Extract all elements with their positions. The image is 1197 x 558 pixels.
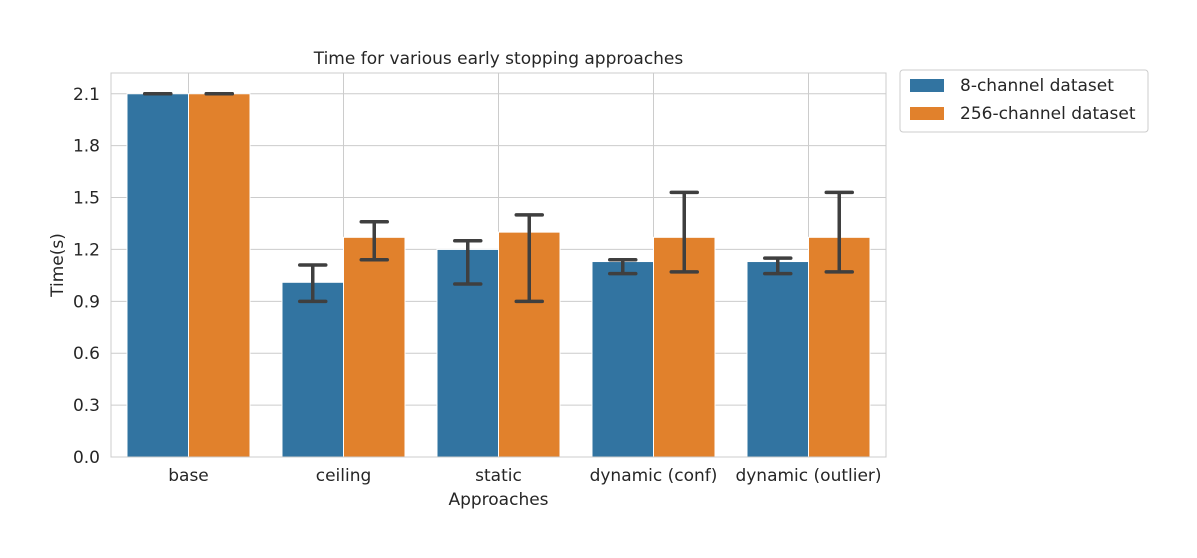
error-bar <box>298 263 328 304</box>
error-bar <box>824 190 854 274</box>
y-axis-title: Time(s) <box>48 233 68 298</box>
y-tick-labels: 0.0 0.3 0.6 0.9 1.2 1.5 1.8 2.1 <box>73 85 100 468</box>
y-tick-label: 0.0 <box>73 448 100 468</box>
legend-swatch-8-channel <box>910 79 944 92</box>
error-bar <box>669 190 699 274</box>
y-tick-label: 2.1 <box>73 85 100 105</box>
bar-256-channel <box>808 236 871 458</box>
bar-256-channel <box>653 236 716 458</box>
y-tick-label: 0.6 <box>73 344 100 364</box>
legend-box <box>899 69 1149 133</box>
x-tick-label: base <box>168 466 209 486</box>
bar-256-channel <box>188 93 251 458</box>
bar-8-channel <box>746 261 809 458</box>
x-tick-labels: base ceiling static dynamic (conf) dynamic (… <box>168 466 881 486</box>
plot-frame <box>110 72 887 458</box>
x-tick-label: static <box>475 466 522 486</box>
error-bar <box>359 220 389 262</box>
y-tick-label: 1.2 <box>73 240 100 260</box>
bar-8-channel <box>591 261 654 458</box>
y-tick-label: 0.9 <box>73 292 100 312</box>
x-tick-label: ceiling <box>316 466 372 486</box>
error-bar <box>514 213 544 304</box>
legend-label-256-channel: 256-channel dataset <box>960 104 1136 124</box>
error-bars <box>143 92 854 304</box>
x-tick-label: dynamic (outlier) <box>735 466 881 486</box>
y-tick-label: 1.8 <box>73 137 100 157</box>
chart-title: Time for various early stopping approach… <box>313 49 684 69</box>
x-axis-title: Approaches <box>448 490 548 510</box>
legend-swatch-256-channel <box>910 107 944 120</box>
y-tick-label: 1.5 <box>73 189 100 209</box>
legend: 8-channel dataset 256-channel dataset <box>899 69 1149 133</box>
bar-8-channel <box>281 281 344 458</box>
bar-256-channel <box>343 236 406 458</box>
y-tick-label: 0.3 <box>73 396 100 416</box>
error-bar <box>608 258 638 276</box>
x-tick-label: dynamic (conf) <box>590 466 718 486</box>
legend-label-8-channel: 8-channel dataset <box>960 76 1114 96</box>
error-bar <box>763 256 793 276</box>
bar-8-channel <box>126 93 189 458</box>
error-bar <box>453 239 483 286</box>
